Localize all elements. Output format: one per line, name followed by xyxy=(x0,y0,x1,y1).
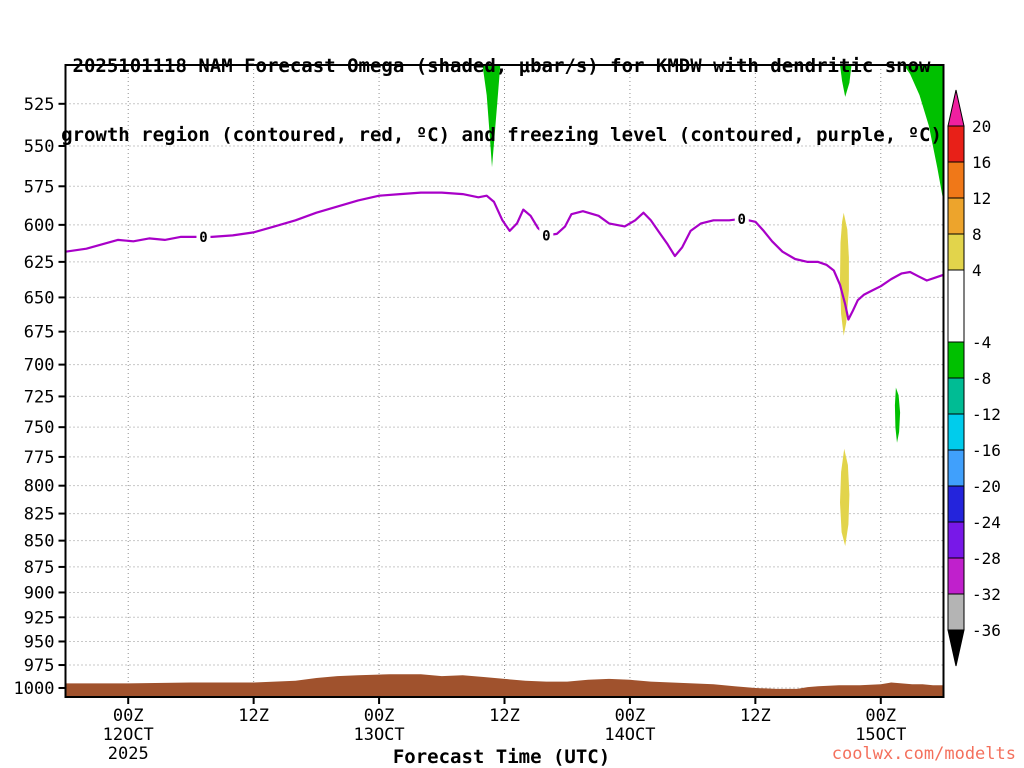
y-tick-label: 625 xyxy=(24,253,55,273)
colorbar-tick-label: 20 xyxy=(972,117,991,136)
freezing-contour-label: 0 xyxy=(738,212,746,228)
chart-title-line1: 2025101118 NAM Forecast Omega (shaded, μ… xyxy=(72,55,931,77)
y-tick-label: 950 xyxy=(24,632,55,652)
freezing-level-contour: 0 0 0 xyxy=(65,191,944,321)
colorbar-tick-label: -20 xyxy=(972,477,1001,496)
axes: 525 550 575 600 625 650 675 700 725 750 775 800 825 8… xyxy=(14,95,907,764)
colorbar-tick-label: -16 xyxy=(972,441,1001,460)
y-tick-label: 700 xyxy=(24,356,55,376)
colorbar-tick-label: -24 xyxy=(972,513,1001,532)
y-tick-label: 550 xyxy=(24,137,55,157)
freezing-contour-label: 0 xyxy=(542,228,550,244)
y-tick-label: 600 xyxy=(24,216,55,236)
y-tick-label: 825 xyxy=(24,505,55,525)
y-tick-label: 975 xyxy=(24,656,55,676)
y-tick-label: 875 xyxy=(24,558,55,578)
y-tick-label: 775 xyxy=(24,448,55,468)
colorbar-tick-label: -28 xyxy=(972,549,1001,568)
x-tick-label: 12Z xyxy=(238,706,269,726)
colorbar-tick-label: -12 xyxy=(972,405,1001,424)
y-tick-label: 650 xyxy=(24,288,55,308)
chart-title-line2: growth region (contoured, red, ºC) and f… xyxy=(61,124,942,146)
y-tick-label: 1000 xyxy=(14,679,55,699)
colorbar-tick-label: -4 xyxy=(972,333,991,352)
y-tick-label: 900 xyxy=(24,583,55,603)
x-year-label: 2025 xyxy=(108,744,149,764)
x-tick-label: 12Z xyxy=(489,706,520,726)
x-date-label: 15OCT xyxy=(855,725,906,745)
y-tick-label: 525 xyxy=(24,95,55,115)
y-tick-label: 725 xyxy=(24,387,55,407)
colorbar: 20 16 12 8 4 -4 -8 -12 -16 -20 -24 -28 -32 -36 xyxy=(947,89,1001,667)
x-tick-label: 00Z xyxy=(364,706,395,726)
colorbar-tick-label: -36 xyxy=(972,621,1001,640)
omega-shaded-regions xyxy=(482,65,944,546)
colorbar-tick-label: 12 xyxy=(972,189,991,208)
colorbar-tick-label: 4 xyxy=(972,261,982,280)
x-date-label: 14OCT xyxy=(604,725,655,745)
colorbar-tick-label: 16 xyxy=(972,153,991,172)
x-tick-label: 00Z xyxy=(615,706,646,726)
x-date-label: 13OCT xyxy=(353,725,404,745)
gridlines xyxy=(65,65,944,697)
x-tick-label: 00Z xyxy=(865,706,896,726)
x-tick-label: 12Z xyxy=(740,706,771,726)
y-tick-label: 575 xyxy=(24,177,55,197)
freezing-contour-label: 0 xyxy=(199,230,207,246)
watermark-link[interactable]: coolwx.com/modelts xyxy=(831,744,1016,764)
terrain xyxy=(65,674,944,697)
colorbar-tick-label: 8 xyxy=(972,225,982,244)
y-tick-label: 750 xyxy=(24,418,55,438)
colorbar-tick-label: -32 xyxy=(972,585,1001,604)
y-tick-label: 800 xyxy=(24,477,55,497)
x-date-label: 12OCT xyxy=(103,725,154,745)
y-tick-label: 850 xyxy=(24,532,55,552)
x-axis-title: Forecast Time (UTC) xyxy=(392,746,611,768)
x-tick-label: 00Z xyxy=(113,706,144,726)
y-tick-label: 675 xyxy=(24,323,55,343)
chart-title: 2025101118 NAM Forecast Omega (shaded, μ… xyxy=(0,9,1003,193)
colorbar-tick-label: -8 xyxy=(972,369,991,388)
y-tick-label: 925 xyxy=(24,608,55,628)
